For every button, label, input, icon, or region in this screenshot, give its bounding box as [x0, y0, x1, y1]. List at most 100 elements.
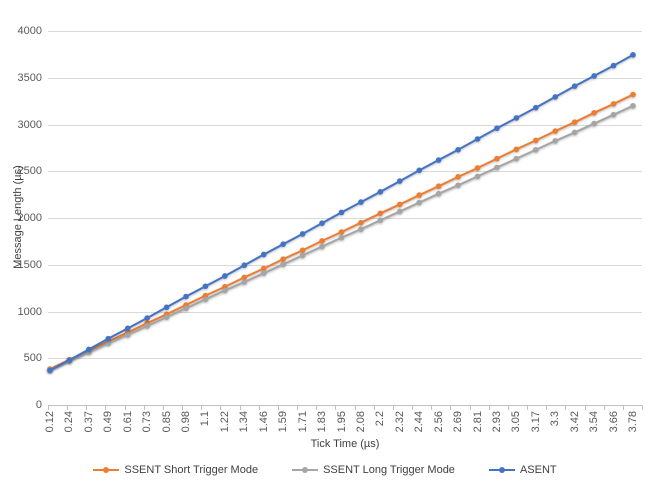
data-point	[610, 101, 617, 107]
data-point	[630, 52, 636, 58]
gridline	[48, 31, 642, 32]
data-point	[474, 165, 481, 171]
data-point	[163, 304, 170, 311]
y-axis-tick-label: 500	[23, 352, 42, 365]
data-point	[319, 243, 325, 250]
x-axis-tick-mark	[392, 406, 394, 410]
data-point	[630, 103, 636, 109]
data-point	[105, 335, 112, 342]
x-axis-tick-label: 0.49	[102, 411, 115, 433]
legend-item: SSENT Long Trigger Mode	[292, 464, 455, 476]
data-point	[299, 247, 306, 254]
x-axis-title: Tick Time (µs)	[310, 438, 380, 450]
x-axis-tick-mark	[182, 406, 184, 410]
legend-item-label: SSENT Long Trigger Mode	[323, 464, 455, 476]
x-axis-tick-mark	[48, 406, 49, 410]
legend-marker-icon	[93, 467, 120, 473]
x-axis-tick-mark	[527, 406, 529, 410]
x-axis-tick-label: 3.42	[568, 411, 581, 433]
x-axis-tick-label: 0.85	[160, 411, 173, 433]
data-point	[455, 174, 461, 180]
data-point	[260, 251, 267, 258]
x-axis-tick-mark	[603, 406, 605, 410]
y-axis-tick-label: 1500	[17, 258, 42, 271]
data-point	[144, 315, 150, 321]
y-axis-tick-label: 2000	[17, 212, 42, 224]
data-point	[591, 73, 597, 79]
x-axis-tick-mark	[124, 406, 126, 410]
data-point	[260, 270, 267, 276]
data-point	[533, 146, 539, 153]
legend-item-label: SSENT Short Trigger Mode	[124, 464, 259, 476]
series-ssent-long-trigger-mode	[47, 103, 636, 373]
x-axis-tick-mark	[316, 406, 318, 410]
data-point	[338, 229, 345, 235]
data-point	[260, 265, 267, 272]
x-axis-tick-mark	[105, 406, 107, 410]
data-point	[47, 367, 53, 374]
x-axis-tick-mark	[373, 406, 375, 410]
x-axis-line	[48, 405, 643, 406]
data-point	[338, 234, 345, 241]
x-axis-tick-mark	[642, 406, 643, 410]
gridline	[48, 311, 642, 313]
data-point	[513, 155, 520, 162]
data-point	[416, 192, 423, 198]
data-point	[474, 173, 481, 180]
gridline	[48, 218, 642, 219]
legend-item: ASENT	[488, 464, 557, 476]
data-point	[455, 182, 461, 189]
x-axis-tick-label: 1.22	[218, 411, 231, 433]
data-point	[202, 296, 209, 303]
y-axis-tick-label: 3500	[17, 71, 42, 84]
x-axis-tick-label: 2.81	[471, 411, 484, 433]
data-point	[86, 346, 92, 353]
y-axis-tick-label: 4000	[17, 25, 42, 37]
x-axis-tick-mark	[431, 406, 433, 410]
data-point	[474, 136, 481, 142]
legend-marker-icon	[292, 467, 319, 473]
x-axis-tick-label: 0.12	[44, 411, 56, 433]
data-point	[513, 146, 520, 153]
x-axis-tick-label: 3.17	[529, 411, 542, 433]
data-point	[435, 183, 442, 190]
data-point	[280, 256, 287, 262]
x-axis-tick-mark	[488, 406, 490, 410]
gridline	[48, 264, 642, 266]
gridline	[48, 124, 642, 126]
data-point	[222, 287, 228, 294]
series-ssent-short-trigger-mode	[47, 91, 636, 372]
y-axis-tick-label: 3000	[17, 118, 42, 131]
data-point	[630, 91, 636, 98]
x-axis-tick-label: 1.1	[199, 411, 212, 427]
x-axis-tick-label: 0.61	[121, 411, 134, 433]
x-axis-tick-mark	[297, 406, 299, 410]
data-point	[533, 137, 539, 144]
gridline	[48, 77, 642, 79]
data-point	[241, 279, 248, 285]
data-point	[571, 119, 578, 125]
x-axis-tick-label: 3.3	[549, 411, 562, 427]
data-point	[397, 178, 403, 184]
x-axis-tick-mark	[546, 406, 548, 410]
data-point	[397, 208, 403, 215]
x-axis-tick-mark	[565, 406, 567, 410]
x-axis-tick-mark	[584, 406, 586, 410]
data-point	[280, 241, 287, 247]
x-axis-tick-label: 3.05	[510, 411, 523, 433]
data-point	[494, 164, 500, 171]
data-point	[591, 120, 597, 127]
data-point	[241, 274, 248, 281]
x-axis-tick-mark	[162, 406, 164, 410]
x-axis-tick-mark	[220, 406, 222, 410]
data-point	[494, 155, 500, 162]
x-axis-tick-label: 0.98	[180, 411, 193, 433]
data-point	[66, 357, 73, 363]
data-point	[416, 199, 423, 206]
data-point	[358, 199, 364, 205]
x-axis-tick-mark	[143, 406, 145, 410]
x-axis-tick-mark	[239, 406, 241, 410]
x-axis-tick-label: 3.54	[588, 411, 601, 433]
gridline	[48, 358, 642, 360]
